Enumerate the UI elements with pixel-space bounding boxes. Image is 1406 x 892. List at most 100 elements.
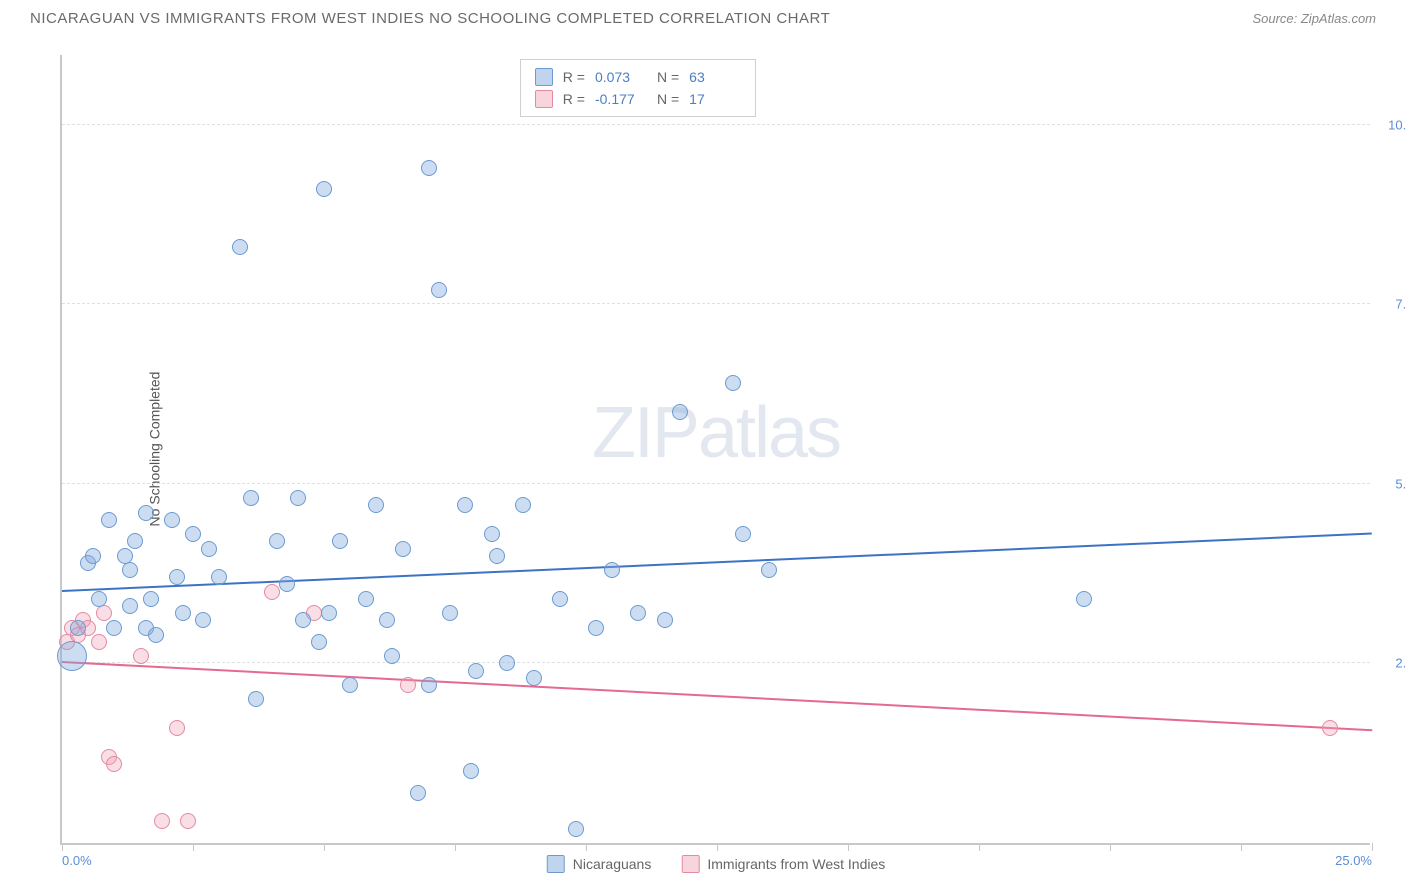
data-point bbox=[484, 526, 500, 542]
swatch-icon bbox=[547, 855, 565, 873]
gridline bbox=[62, 662, 1370, 663]
data-point bbox=[232, 239, 248, 255]
data-point bbox=[264, 584, 280, 600]
xtick bbox=[848, 843, 849, 851]
data-point bbox=[91, 634, 107, 650]
data-point bbox=[604, 562, 620, 578]
data-point bbox=[515, 497, 531, 513]
gridline bbox=[62, 124, 1370, 125]
data-point bbox=[568, 821, 584, 837]
data-point bbox=[321, 605, 337, 621]
data-point bbox=[463, 763, 479, 779]
xtick bbox=[979, 843, 980, 851]
y-axis-label: No Schooling Completed bbox=[146, 372, 162, 527]
ytick-label: 5.0% bbox=[1395, 476, 1406, 491]
data-point bbox=[211, 569, 227, 585]
trendline bbox=[62, 532, 1372, 591]
swatch-icon bbox=[535, 90, 553, 108]
swatch-icon bbox=[681, 855, 699, 873]
data-point bbox=[85, 548, 101, 564]
data-point bbox=[332, 533, 348, 549]
n-value: 63 bbox=[689, 69, 741, 85]
xtick bbox=[586, 843, 587, 851]
r-value: 0.073 bbox=[595, 69, 647, 85]
data-point bbox=[630, 605, 646, 621]
xtick bbox=[1110, 843, 1111, 851]
data-point bbox=[106, 756, 122, 772]
data-point bbox=[169, 720, 185, 736]
data-point bbox=[526, 670, 542, 686]
ytick-label: 2.5% bbox=[1395, 656, 1406, 671]
xtick bbox=[324, 843, 325, 851]
data-point bbox=[410, 785, 426, 801]
data-point bbox=[106, 620, 122, 636]
xtick-label: 25.0% bbox=[1335, 853, 1372, 868]
data-point bbox=[442, 605, 458, 621]
legend: Nicaraguans Immigrants from West Indies bbox=[547, 855, 886, 873]
data-point bbox=[342, 677, 358, 693]
r-label: R = bbox=[563, 69, 585, 85]
data-point bbox=[1076, 591, 1092, 607]
plot-area: No Schooling Completed ZIPatlas R = 0.07… bbox=[60, 55, 1370, 845]
data-point bbox=[725, 375, 741, 391]
data-point bbox=[489, 548, 505, 564]
data-point bbox=[164, 512, 180, 528]
data-point bbox=[122, 598, 138, 614]
data-point bbox=[148, 627, 164, 643]
ytick-label: 7.5% bbox=[1395, 297, 1406, 312]
data-point bbox=[175, 605, 191, 621]
data-point bbox=[431, 282, 447, 298]
data-point bbox=[185, 526, 201, 542]
stat-row-blue: R = 0.073 N = 63 bbox=[535, 66, 741, 88]
data-point bbox=[457, 497, 473, 513]
stats-box: R = 0.073 N = 63 R = -0.177 N = 17 bbox=[520, 59, 756, 117]
data-point bbox=[311, 634, 327, 650]
data-point bbox=[143, 591, 159, 607]
data-point bbox=[468, 663, 484, 679]
swatch-icon bbox=[535, 68, 553, 86]
data-point bbox=[379, 612, 395, 628]
data-point bbox=[657, 612, 673, 628]
data-point bbox=[169, 569, 185, 585]
xtick bbox=[193, 843, 194, 851]
data-point bbox=[201, 541, 217, 557]
legend-label-pink: Immigrants from West Indies bbox=[707, 856, 885, 872]
data-point bbox=[368, 497, 384, 513]
data-point bbox=[138, 505, 154, 521]
data-point bbox=[91, 591, 107, 607]
n-value: 17 bbox=[689, 91, 741, 107]
data-point bbox=[735, 526, 751, 542]
data-point bbox=[57, 641, 87, 671]
data-point bbox=[195, 612, 211, 628]
data-point bbox=[316, 181, 332, 197]
data-point bbox=[70, 620, 86, 636]
data-point bbox=[552, 591, 568, 607]
data-point bbox=[122, 562, 138, 578]
data-point bbox=[133, 648, 149, 664]
data-point bbox=[761, 562, 777, 578]
legend-label-blue: Nicaraguans bbox=[573, 856, 652, 872]
xtick bbox=[717, 843, 718, 851]
xtick bbox=[62, 843, 63, 851]
r-label: R = bbox=[563, 91, 585, 107]
data-point bbox=[248, 691, 264, 707]
data-point bbox=[180, 813, 196, 829]
watermark: ZIPatlas bbox=[592, 392, 840, 474]
data-point bbox=[384, 648, 400, 664]
ytick-label: 10.0% bbox=[1388, 117, 1406, 132]
gridline bbox=[62, 303, 1370, 304]
data-point bbox=[499, 655, 515, 671]
data-point bbox=[127, 533, 143, 549]
data-point bbox=[672, 404, 688, 420]
gridline bbox=[62, 483, 1370, 484]
data-point bbox=[243, 490, 259, 506]
chart-title: NICARAGUAN VS IMMIGRANTS FROM WEST INDIE… bbox=[30, 10, 830, 27]
xtick bbox=[1372, 843, 1373, 851]
data-point bbox=[421, 160, 437, 176]
source-label: Source: ZipAtlas.com bbox=[1252, 11, 1376, 26]
data-point bbox=[290, 490, 306, 506]
data-point bbox=[101, 512, 117, 528]
xtick bbox=[1241, 843, 1242, 851]
chart-header: NICARAGUAN VS IMMIGRANTS FROM WEST INDIE… bbox=[0, 0, 1406, 32]
data-point bbox=[279, 576, 295, 592]
